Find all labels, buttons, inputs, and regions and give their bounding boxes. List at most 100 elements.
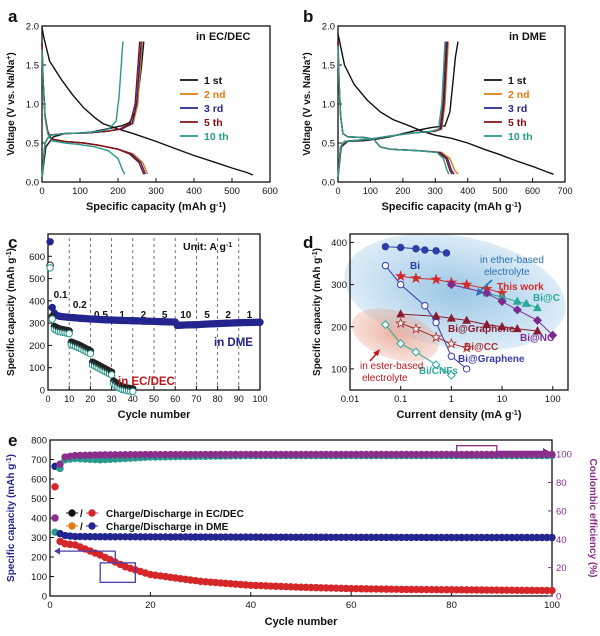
series-point bbox=[410, 272, 422, 284]
legend-label: Charge/Discharge in DME bbox=[106, 522, 229, 533]
x-tick-label: 600 bbox=[525, 186, 540, 196]
x-tick-label: 40 bbox=[246, 600, 257, 611]
discharge-curve bbox=[41, 27, 254, 176]
x-tick-label: 20 bbox=[85, 394, 95, 404]
x-axis-title: Cycle number bbox=[265, 616, 338, 628]
region-label: electrolyte bbox=[484, 267, 530, 278]
region-label: electrolyte bbox=[362, 373, 408, 384]
x-tick-label: 100 bbox=[252, 394, 267, 404]
series-point bbox=[431, 360, 441, 370]
ec-point-discharge bbox=[107, 371, 116, 379]
highlight-box-capacity bbox=[99, 562, 136, 583]
inset-label: in EC/DEC bbox=[196, 31, 250, 43]
y-tick-label: 2.0 bbox=[26, 22, 39, 33]
x-tick-label: 80 bbox=[213, 394, 223, 404]
x-tick-label: 80 bbox=[446, 600, 457, 611]
charge-curve bbox=[41, 41, 141, 179]
series-point bbox=[447, 352, 456, 360]
x-tick-label: 1 bbox=[449, 394, 454, 405]
y-tick-label: 1.5 bbox=[26, 61, 39, 72]
series-point bbox=[381, 242, 390, 251]
panel-letter: d bbox=[303, 233, 313, 252]
discharge-curve bbox=[337, 41, 455, 175]
y-tick-label: 1.0 bbox=[322, 100, 335, 111]
panel-e: 0 20 40 60 80 1000100200300400500600700800020… bbox=[6, 431, 599, 628]
panel-letter: b bbox=[303, 7, 313, 26]
rate-label: 10 bbox=[180, 310, 192, 321]
legend-label: 1 st bbox=[204, 75, 223, 87]
y-tick-label: 200 bbox=[31, 553, 47, 564]
y-tick-label: 1.5 bbox=[322, 61, 335, 72]
series-point bbox=[512, 324, 522, 333]
x-tick-label: 70 bbox=[191, 394, 201, 404]
dme-point bbox=[46, 238, 54, 246]
y-right-tick-label: 0 bbox=[556, 592, 561, 603]
x-axis-title: Cycle number bbox=[118, 409, 191, 421]
series-point bbox=[548, 330, 558, 340]
series-point bbox=[421, 246, 429, 254]
highlight-arrowhead bbox=[54, 547, 61, 555]
series-label: Bi@Graphene bbox=[448, 324, 515, 335]
series-point bbox=[395, 270, 407, 281]
x-tick-label: 10 bbox=[64, 394, 74, 404]
ec-point-discharge bbox=[86, 349, 95, 358]
series-label: Bi@NC bbox=[520, 333, 554, 344]
x-axis-title: Specific capacity (mAh g-1) bbox=[86, 201, 226, 213]
series-point bbox=[432, 247, 440, 255]
charge-curve bbox=[41, 41, 145, 179]
capacity-point-dme bbox=[548, 533, 556, 542]
legend-label: 5 th bbox=[204, 117, 223, 129]
series-point bbox=[446, 370, 456, 380]
series-point bbox=[497, 296, 507, 306]
x-tick-label: 400 bbox=[460, 186, 475, 196]
inset-label: in DME bbox=[509, 31, 546, 43]
x-tick-label: 100 bbox=[363, 186, 378, 196]
series-label: Bi@C bbox=[533, 293, 560, 304]
x-axis-title: Specific capacity (mAh g-1) bbox=[381, 201, 521, 213]
x-tick-label: 20 bbox=[145, 600, 156, 611]
charge-curve bbox=[41, 41, 143, 179]
y-tick-label: 100 bbox=[29, 363, 45, 374]
y-axis-title-left: Specific capacity (mAh g-1) bbox=[6, 454, 18, 582]
y-right-tick-label: 20 bbox=[556, 563, 567, 574]
x-tick-label: 60 bbox=[346, 600, 357, 611]
x-tick-label: 100 bbox=[544, 600, 560, 611]
legend-marker bbox=[68, 522, 76, 530]
ce-point-dme bbox=[51, 514, 59, 522]
y-axis-title: Specific capacity (mAh g-1) bbox=[6, 248, 18, 376]
charge-curve bbox=[337, 41, 446, 179]
y-tick-label: 500 bbox=[29, 274, 45, 285]
legend-marker bbox=[88, 522, 96, 530]
x-tick-label: 0 bbox=[39, 186, 44, 197]
x-tick-label: 200 bbox=[110, 186, 126, 197]
y-tick-label: 400 bbox=[331, 238, 347, 249]
series-point bbox=[462, 315, 472, 324]
y-tick-label: 300 bbox=[331, 280, 347, 291]
series-point bbox=[482, 319, 492, 328]
x-tick-label: 700 bbox=[557, 186, 572, 196]
panel-a: 0 100 200 300 400 500 600 0.0 0.5 1.0 1.5 2.0 a in EC… bbox=[6, 7, 278, 213]
panel-b: 0 100 200 300 400 500 600 700 0.0 0.5 1.0 1.5 2.0 b in… bbox=[302, 7, 573, 213]
series-point bbox=[512, 296, 522, 305]
series-point bbox=[445, 337, 457, 349]
x-tick-label: 300 bbox=[428, 186, 443, 196]
y-tick-label: 0.5 bbox=[322, 139, 335, 150]
y-tick-label: 600 bbox=[29, 252, 45, 263]
charge-curve bbox=[337, 41, 448, 179]
y-tick-label: 0.0 bbox=[26, 178, 39, 189]
y-axis-title: Voltage (V vs. Na/Na+) bbox=[6, 52, 18, 155]
rate-label: 2 bbox=[141, 310, 147, 321]
y-right-tick-label: 40 bbox=[556, 535, 567, 546]
y-tick-label: 300 bbox=[31, 533, 47, 544]
legend-label: 2 nd bbox=[508, 89, 530, 101]
x-tick-label: 0 bbox=[335, 186, 340, 196]
series-point bbox=[446, 313, 456, 322]
y-axis-title: Voltage (V vs. Na/Na+) bbox=[302, 52, 314, 155]
y-tick-label: 300 bbox=[29, 319, 45, 330]
series-point bbox=[521, 298, 531, 307]
rate-label: 5 bbox=[162, 310, 168, 321]
y-axis-title-right: Coulombic efficiency (%) bbox=[587, 459, 598, 578]
series-point bbox=[395, 317, 407, 329]
y-right-tick-label: 60 bbox=[556, 506, 567, 517]
